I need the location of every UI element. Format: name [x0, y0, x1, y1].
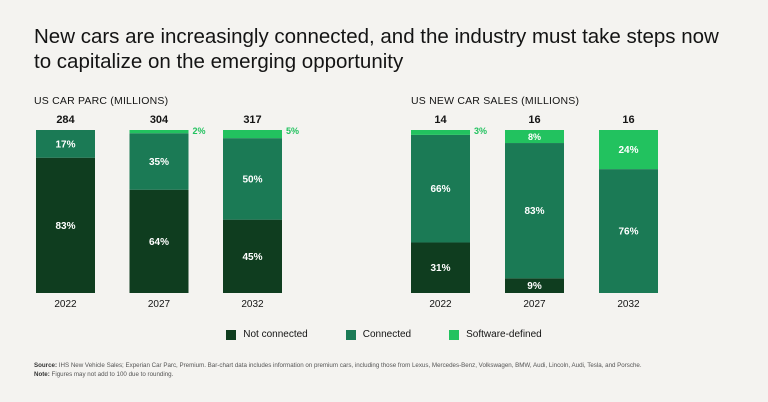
bar-parc-2022-connected — [36, 130, 95, 158]
data-label-sales-2022-software_defined: 3% — [474, 126, 487, 136]
legend-item-connected: Connected — [345, 329, 412, 340]
bar-sales-2022-software_defined — [411, 130, 470, 135]
data-label-parc-2032-not_connected: 45% — [242, 252, 262, 263]
bar-sales-2027-software_defined — [505, 130, 564, 144]
total-label-sales-2027: 16 — [528, 114, 540, 126]
data-label-sales-2032-connected: 76% — [618, 227, 638, 238]
legend-swatch-connected — [345, 329, 356, 340]
bar-parc-2032-connected — [223, 138, 282, 220]
legend-swatch-not-connected — [226, 329, 237, 340]
bar-parc-2027-not_connected — [129, 189, 189, 293]
x-tick-label-parc-2027: 2027 — [148, 299, 171, 310]
data-label-parc-2032-connected: 50% — [242, 174, 262, 185]
chart-title: New cars are increasingly connected, and… — [34, 25, 719, 73]
legend-item-software-defined: Software-defined — [449, 329, 542, 340]
bar-parc-2027-software_defined — [129, 130, 189, 134]
legend-label-not-connected: Not connected — [243, 329, 308, 340]
footnote: Source: IHS New Vehicle Sales; Experian … — [34, 361, 642, 379]
data-label-parc-2022-not_connected: 83% — [55, 221, 75, 232]
rounding-note: Note: Figures may not add to 100 due to … — [34, 371, 174, 378]
bar-sales-2027-connected — [505, 143, 564, 279]
data-label-sales-2027-software_defined: 8% — [528, 132, 541, 142]
total-label-sales-2032: 16 — [622, 114, 634, 126]
total-label-parc-2027: 304 — [150, 114, 169, 126]
car-parc-chart-label: US CAR PARC (MILLIONS) — [34, 95, 169, 107]
source-note: Source: IHS New Vehicle Sales; Experian … — [34, 362, 642, 369]
data-label-parc-2027-not_connected: 64% — [149, 237, 169, 248]
data-label-sales-2022-connected: 66% — [430, 184, 450, 195]
total-label-parc-2032: 317 — [243, 114, 261, 126]
data-label-sales-2032-software_defined: 24% — [618, 145, 638, 156]
bar-parc-2022-not_connected — [36, 157, 95, 293]
total-label-parc-2022: 284 — [56, 114, 75, 126]
legend-item-not-connected: Not connected — [226, 329, 308, 340]
x-tick-label-sales-2022: 2022 — [429, 299, 452, 310]
x-tick-label-sales-2027: 2027 — [523, 299, 546, 310]
bar-sales-2032-software_defined — [599, 130, 658, 170]
x-tick-label-parc-2032: 2032 — [241, 299, 264, 310]
data-label-sales-2027-not_connected: 9% — [527, 281, 542, 292]
data-label-parc-2032-software_defined: 5% — [286, 126, 299, 136]
data-label-parc-2027-software_defined: 2% — [193, 126, 206, 136]
total-label-sales-2022: 14 — [434, 114, 447, 126]
x-tick-label-parc-2022: 2022 — [54, 299, 77, 310]
data-label-parc-2027-connected: 35% — [149, 157, 169, 168]
data-label-sales-2022-not_connected: 31% — [430, 263, 450, 274]
legend-label-software-defined: Software-defined — [466, 329, 542, 340]
bar-sales-2022-connected — [411, 134, 470, 243]
data-label-sales-2027-connected: 83% — [524, 206, 544, 217]
legend-label-connected: Connected — [362, 329, 412, 340]
x-tick-label-sales-2032: 2032 — [617, 299, 640, 310]
bar-parc-2032-not_connected — [223, 219, 282, 293]
bar-sales-2027-not_connected — [505, 278, 564, 293]
data-label-parc-2022-connected: 17% — [55, 139, 75, 150]
legend: Not connected Connected Software-defined — [0, 329, 768, 340]
bar-parc-2027-connected — [129, 133, 189, 190]
legend-swatch-software-defined — [449, 329, 460, 340]
new-car-sales-chart-label: US NEW CAR SALES (MILLIONS) — [411, 95, 580, 107]
bar-sales-2032-connected — [599, 169, 658, 293]
bar-sales-2022-not_connected — [411, 242, 470, 293]
bar-parc-2032-software_defined — [223, 130, 282, 139]
